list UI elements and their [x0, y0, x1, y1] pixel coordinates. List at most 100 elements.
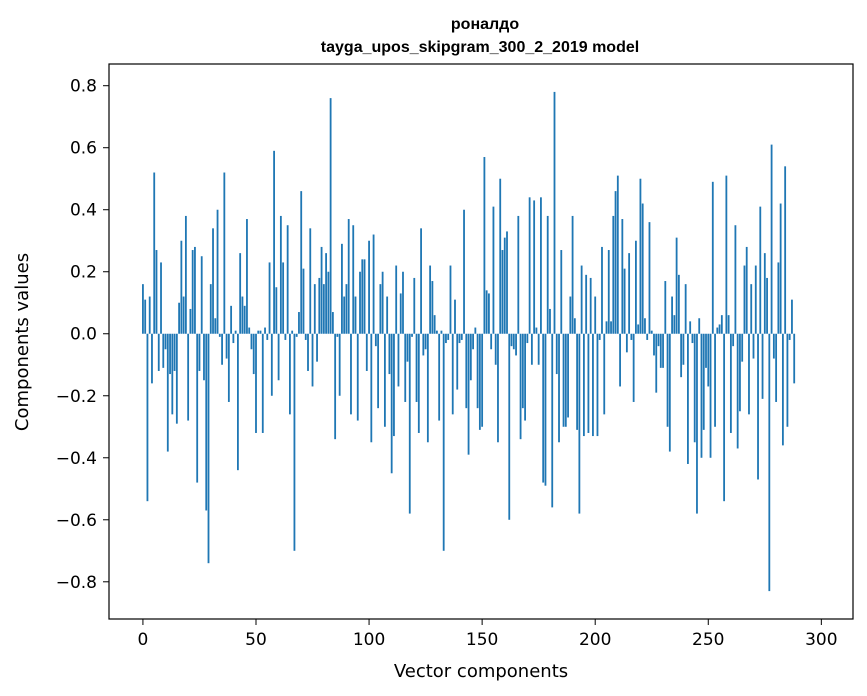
y-tick-label: 0.2	[70, 263, 97, 283]
bar-130	[436, 330, 438, 334]
bar-73	[307, 333, 309, 371]
bar-116	[404, 333, 407, 402]
bar-134	[445, 333, 447, 344]
bar-63	[284, 333, 287, 340]
bar-23	[194, 246, 196, 334]
bar-170	[526, 333, 529, 344]
y-tick-label: −0.2	[56, 387, 97, 407]
bar-124	[422, 333, 425, 356]
bar-257	[723, 333, 726, 502]
bar-215	[628, 253, 631, 334]
bar-13	[171, 333, 174, 415]
bar-108	[386, 296, 389, 334]
bar-45	[243, 305, 246, 334]
bar-12	[169, 333, 171, 375]
bar-216	[630, 333, 633, 340]
bar-178	[544, 333, 547, 486]
bar-143	[465, 333, 468, 409]
bar-279	[772, 333, 775, 359]
bar-222	[644, 318, 646, 334]
bar-283	[781, 333, 784, 446]
bar-8	[160, 262, 162, 334]
bar-225	[650, 330, 653, 334]
bar-121	[415, 333, 418, 402]
bar-192	[576, 333, 579, 430]
bar-127	[429, 265, 432, 334]
bar-180	[549, 308, 551, 334]
bar-220	[639, 178, 642, 334]
bar-275	[763, 253, 766, 334]
bar-96	[359, 271, 361, 334]
bar-101	[370, 333, 373, 443]
bar-196	[585, 274, 588, 334]
bar-40	[232, 333, 235, 344]
bar-41	[234, 330, 237, 334]
bar-53	[261, 333, 264, 433]
bar-132	[440, 330, 443, 334]
bar-168	[521, 333, 524, 409]
bar-157	[497, 333, 499, 443]
bar-142	[463, 209, 465, 334]
bar-85	[334, 333, 337, 440]
bar-201	[596, 333, 599, 437]
bar-204	[603, 333, 606, 415]
bar-30	[209, 284, 212, 334]
bar-95	[356, 333, 359, 421]
bar-66	[291, 330, 294, 334]
bar-9	[162, 333, 165, 368]
bar-190	[571, 215, 574, 334]
bar-77	[316, 333, 318, 362]
bar-253	[714, 333, 716, 427]
bar-240	[684, 284, 687, 334]
bar-193	[578, 333, 581, 514]
bar-249	[705, 333, 707, 368]
bar-208	[612, 215, 615, 334]
bar-76	[313, 284, 316, 334]
bar-22	[191, 250, 194, 334]
bar-16	[178, 302, 181, 334]
bar-94	[354, 296, 357, 334]
bar-213	[623, 268, 626, 334]
bar-26	[200, 256, 203, 334]
bar-203	[601, 246, 603, 334]
y-tick-label: −0.6	[56, 511, 97, 531]
bar-83	[329, 98, 332, 334]
bar-123	[420, 228, 422, 334]
bar-194	[580, 265, 583, 334]
bar-133	[442, 333, 445, 551]
bar-189	[569, 296, 572, 334]
bar-61	[279, 215, 282, 334]
bar-119	[411, 333, 413, 337]
bar-174	[535, 327, 538, 334]
bar-236	[675, 237, 678, 334]
bar-11	[166, 333, 169, 452]
bar-149	[478, 333, 481, 430]
bar-237	[677, 274, 680, 334]
bar-0	[142, 284, 144, 334]
bar-198	[589, 277, 592, 334]
bar-260	[729, 333, 732, 433]
bar-167	[519, 333, 522, 440]
bar-20	[187, 333, 190, 421]
bar-3	[148, 296, 151, 334]
bar-114	[399, 293, 402, 334]
bar-87	[338, 333, 341, 396]
plot-frame	[108, 63, 854, 620]
bar-106	[381, 271, 384, 334]
bar-139	[456, 333, 459, 390]
bar-34	[218, 333, 221, 337]
y-tick-label: 0.8	[70, 77, 97, 97]
bar-276	[766, 277, 768, 334]
bar-19	[184, 215, 187, 334]
bar-183	[555, 333, 558, 375]
bar-39	[230, 305, 233, 334]
bar-212	[621, 219, 624, 334]
bar-155	[492, 206, 495, 334]
bar-110	[390, 333, 393, 474]
bar-214	[625, 333, 628, 353]
bar-72	[304, 333, 307, 340]
bar-219	[637, 324, 640, 334]
bar-262	[734, 225, 737, 334]
bar-188	[567, 333, 569, 418]
bar-111	[393, 333, 395, 437]
